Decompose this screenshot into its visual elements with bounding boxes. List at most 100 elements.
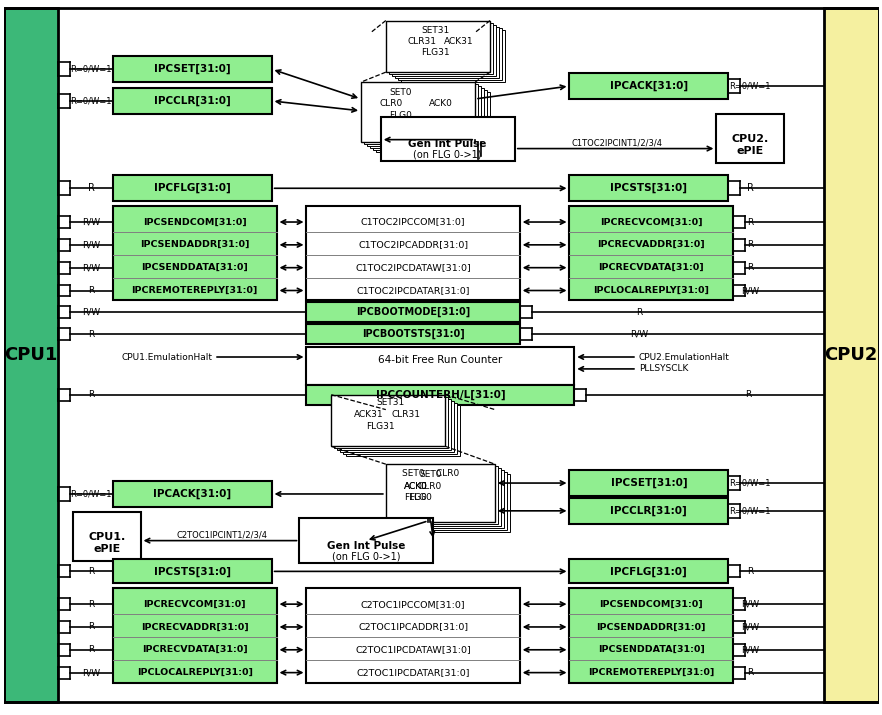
Bar xyxy=(570,588,733,683)
Text: R: R xyxy=(747,217,753,227)
Text: SET0: SET0 xyxy=(419,470,442,478)
Bar xyxy=(389,23,493,74)
Text: ACK31: ACK31 xyxy=(444,37,473,46)
Text: ePIE: ePIE xyxy=(93,543,121,553)
Bar xyxy=(370,88,484,147)
Text: IPCCLR[31:0]: IPCCLR[31:0] xyxy=(153,96,230,106)
Text: SET31: SET31 xyxy=(422,26,450,35)
Text: R/W: R/W xyxy=(741,286,759,295)
Bar xyxy=(73,512,140,561)
Text: R/W: R/W xyxy=(82,668,100,677)
Text: ACK31: ACK31 xyxy=(354,410,384,419)
Text: R: R xyxy=(87,183,94,193)
Text: R: R xyxy=(88,600,94,608)
Bar xyxy=(389,466,498,524)
Text: IPCCOUNTERH/L[31:0]: IPCCOUNTERH/L[31:0] xyxy=(376,390,505,400)
Text: R/W: R/W xyxy=(82,240,100,250)
Bar xyxy=(113,481,272,507)
Text: CPU1.: CPU1. xyxy=(88,532,125,542)
Text: ACK0: ACK0 xyxy=(404,481,428,490)
Text: IPCSTS[31:0]: IPCSTS[31:0] xyxy=(153,566,231,576)
Text: R/W: R/W xyxy=(82,308,100,317)
Text: R/W: R/W xyxy=(741,646,759,654)
Text: R/W: R/W xyxy=(82,263,100,272)
Bar xyxy=(570,73,729,99)
Text: CPU2.: CPU2. xyxy=(731,134,769,144)
Text: IPCSET[31:0]: IPCSET[31:0] xyxy=(154,64,230,74)
Text: R=0/W=1: R=0/W=1 xyxy=(729,506,771,516)
Text: R=0/W=1: R=0/W=1 xyxy=(71,64,112,74)
Bar xyxy=(113,88,272,114)
Bar xyxy=(113,559,272,583)
Text: R: R xyxy=(88,330,94,339)
Bar xyxy=(570,470,729,496)
Text: R: R xyxy=(88,567,94,576)
Text: R: R xyxy=(88,623,94,631)
Text: IPCSENDCOM[31:0]: IPCSENDCOM[31:0] xyxy=(143,217,247,227)
Text: IPCRECVADDR[31:0]: IPCRECVADDR[31:0] xyxy=(141,623,249,631)
Bar xyxy=(332,395,445,446)
Bar xyxy=(113,56,272,82)
Text: C1TOC2IPCADDR[31:0]: C1TOC2IPCADDR[31:0] xyxy=(358,240,468,250)
Text: CPU1: CPU1 xyxy=(4,346,57,364)
Text: IPCACK[31:0]: IPCACK[31:0] xyxy=(609,81,688,92)
Text: CPU2.EmulationHalt: CPU2.EmulationHalt xyxy=(639,352,729,362)
Text: R: R xyxy=(747,668,753,677)
Text: IPCRECVADDR[31:0]: IPCRECVADDR[31:0] xyxy=(597,240,706,250)
Text: C2TOC1IPCINT1/2/3/4: C2TOC1IPCINT1/2/3/4 xyxy=(176,530,267,539)
Bar xyxy=(398,472,507,530)
Bar xyxy=(113,175,272,201)
Text: R: R xyxy=(747,183,753,193)
Bar xyxy=(570,206,733,300)
Text: R: R xyxy=(745,390,751,399)
Text: R=0/W=1: R=0/W=1 xyxy=(729,478,771,488)
Text: IPCSENDADDR[31:0]: IPCSENDADDR[31:0] xyxy=(596,623,706,631)
Text: R: R xyxy=(88,646,94,654)
Bar xyxy=(373,90,487,149)
Bar xyxy=(306,302,519,322)
Text: IPCFLG[31:0]: IPCFLG[31:0] xyxy=(610,566,687,576)
Bar xyxy=(570,559,729,583)
Text: FLG0: FLG0 xyxy=(409,493,432,503)
Text: C2TOC1IPCDATAR[31:0]: C2TOC1IPCDATAR[31:0] xyxy=(356,668,470,677)
Text: IPCRECVDATA[31:0]: IPCRECVDATA[31:0] xyxy=(142,646,248,654)
Text: IPCRECVDATA[31:0]: IPCRECVDATA[31:0] xyxy=(598,263,704,272)
Text: C1TOC2IPCCOM[31:0]: C1TOC2IPCCOM[31:0] xyxy=(361,217,466,227)
Text: R: R xyxy=(747,240,753,250)
Bar xyxy=(400,474,510,532)
Bar xyxy=(400,31,505,82)
Text: R: R xyxy=(636,308,642,317)
Bar xyxy=(300,518,433,563)
Bar xyxy=(306,206,519,300)
Text: CLR31: CLR31 xyxy=(391,410,420,419)
Text: ACK0: ACK0 xyxy=(404,481,428,490)
Text: CPU2: CPU2 xyxy=(825,346,878,364)
Bar xyxy=(337,399,452,450)
Bar xyxy=(716,114,784,164)
Bar xyxy=(334,397,448,448)
Bar xyxy=(376,92,490,152)
Bar xyxy=(385,464,495,522)
Text: FLG31: FLG31 xyxy=(367,422,395,431)
Text: R=0/W=1: R=0/W=1 xyxy=(71,490,112,498)
Text: R: R xyxy=(88,390,94,399)
Text: IPCCLR[31:0]: IPCCLR[31:0] xyxy=(610,506,687,516)
Text: (on FLG 0->1): (on FLG 0->1) xyxy=(413,149,482,159)
Text: C1TOC2IPCINT1/2/3/4: C1TOC2IPCINT1/2/3/4 xyxy=(572,138,662,147)
Text: C1TOC2IPCDATAR[31:0]: C1TOC2IPCDATAR[31:0] xyxy=(356,286,470,295)
Text: C2TOC1IPCADDR[31:0]: C2TOC1IPCADDR[31:0] xyxy=(358,623,468,631)
Bar xyxy=(361,82,475,142)
Text: R: R xyxy=(747,567,753,576)
Text: IPCREMOTEREPLY[31:0]: IPCREMOTEREPLY[31:0] xyxy=(588,668,714,677)
Bar xyxy=(340,400,454,453)
Text: FLG0: FLG0 xyxy=(389,112,412,120)
Text: CLR0: CLR0 xyxy=(379,99,402,109)
Text: R=0/W=1: R=0/W=1 xyxy=(729,82,771,91)
Bar xyxy=(306,347,574,385)
Text: 64-bit Free Run Counter: 64-bit Free Run Counter xyxy=(378,355,503,365)
Bar xyxy=(113,206,277,300)
Text: IPCSENDDATA[31:0]: IPCSENDDATA[31:0] xyxy=(598,646,705,654)
Bar xyxy=(385,21,490,72)
Text: R/W: R/W xyxy=(741,600,759,608)
Text: CLR0: CLR0 xyxy=(419,481,442,490)
